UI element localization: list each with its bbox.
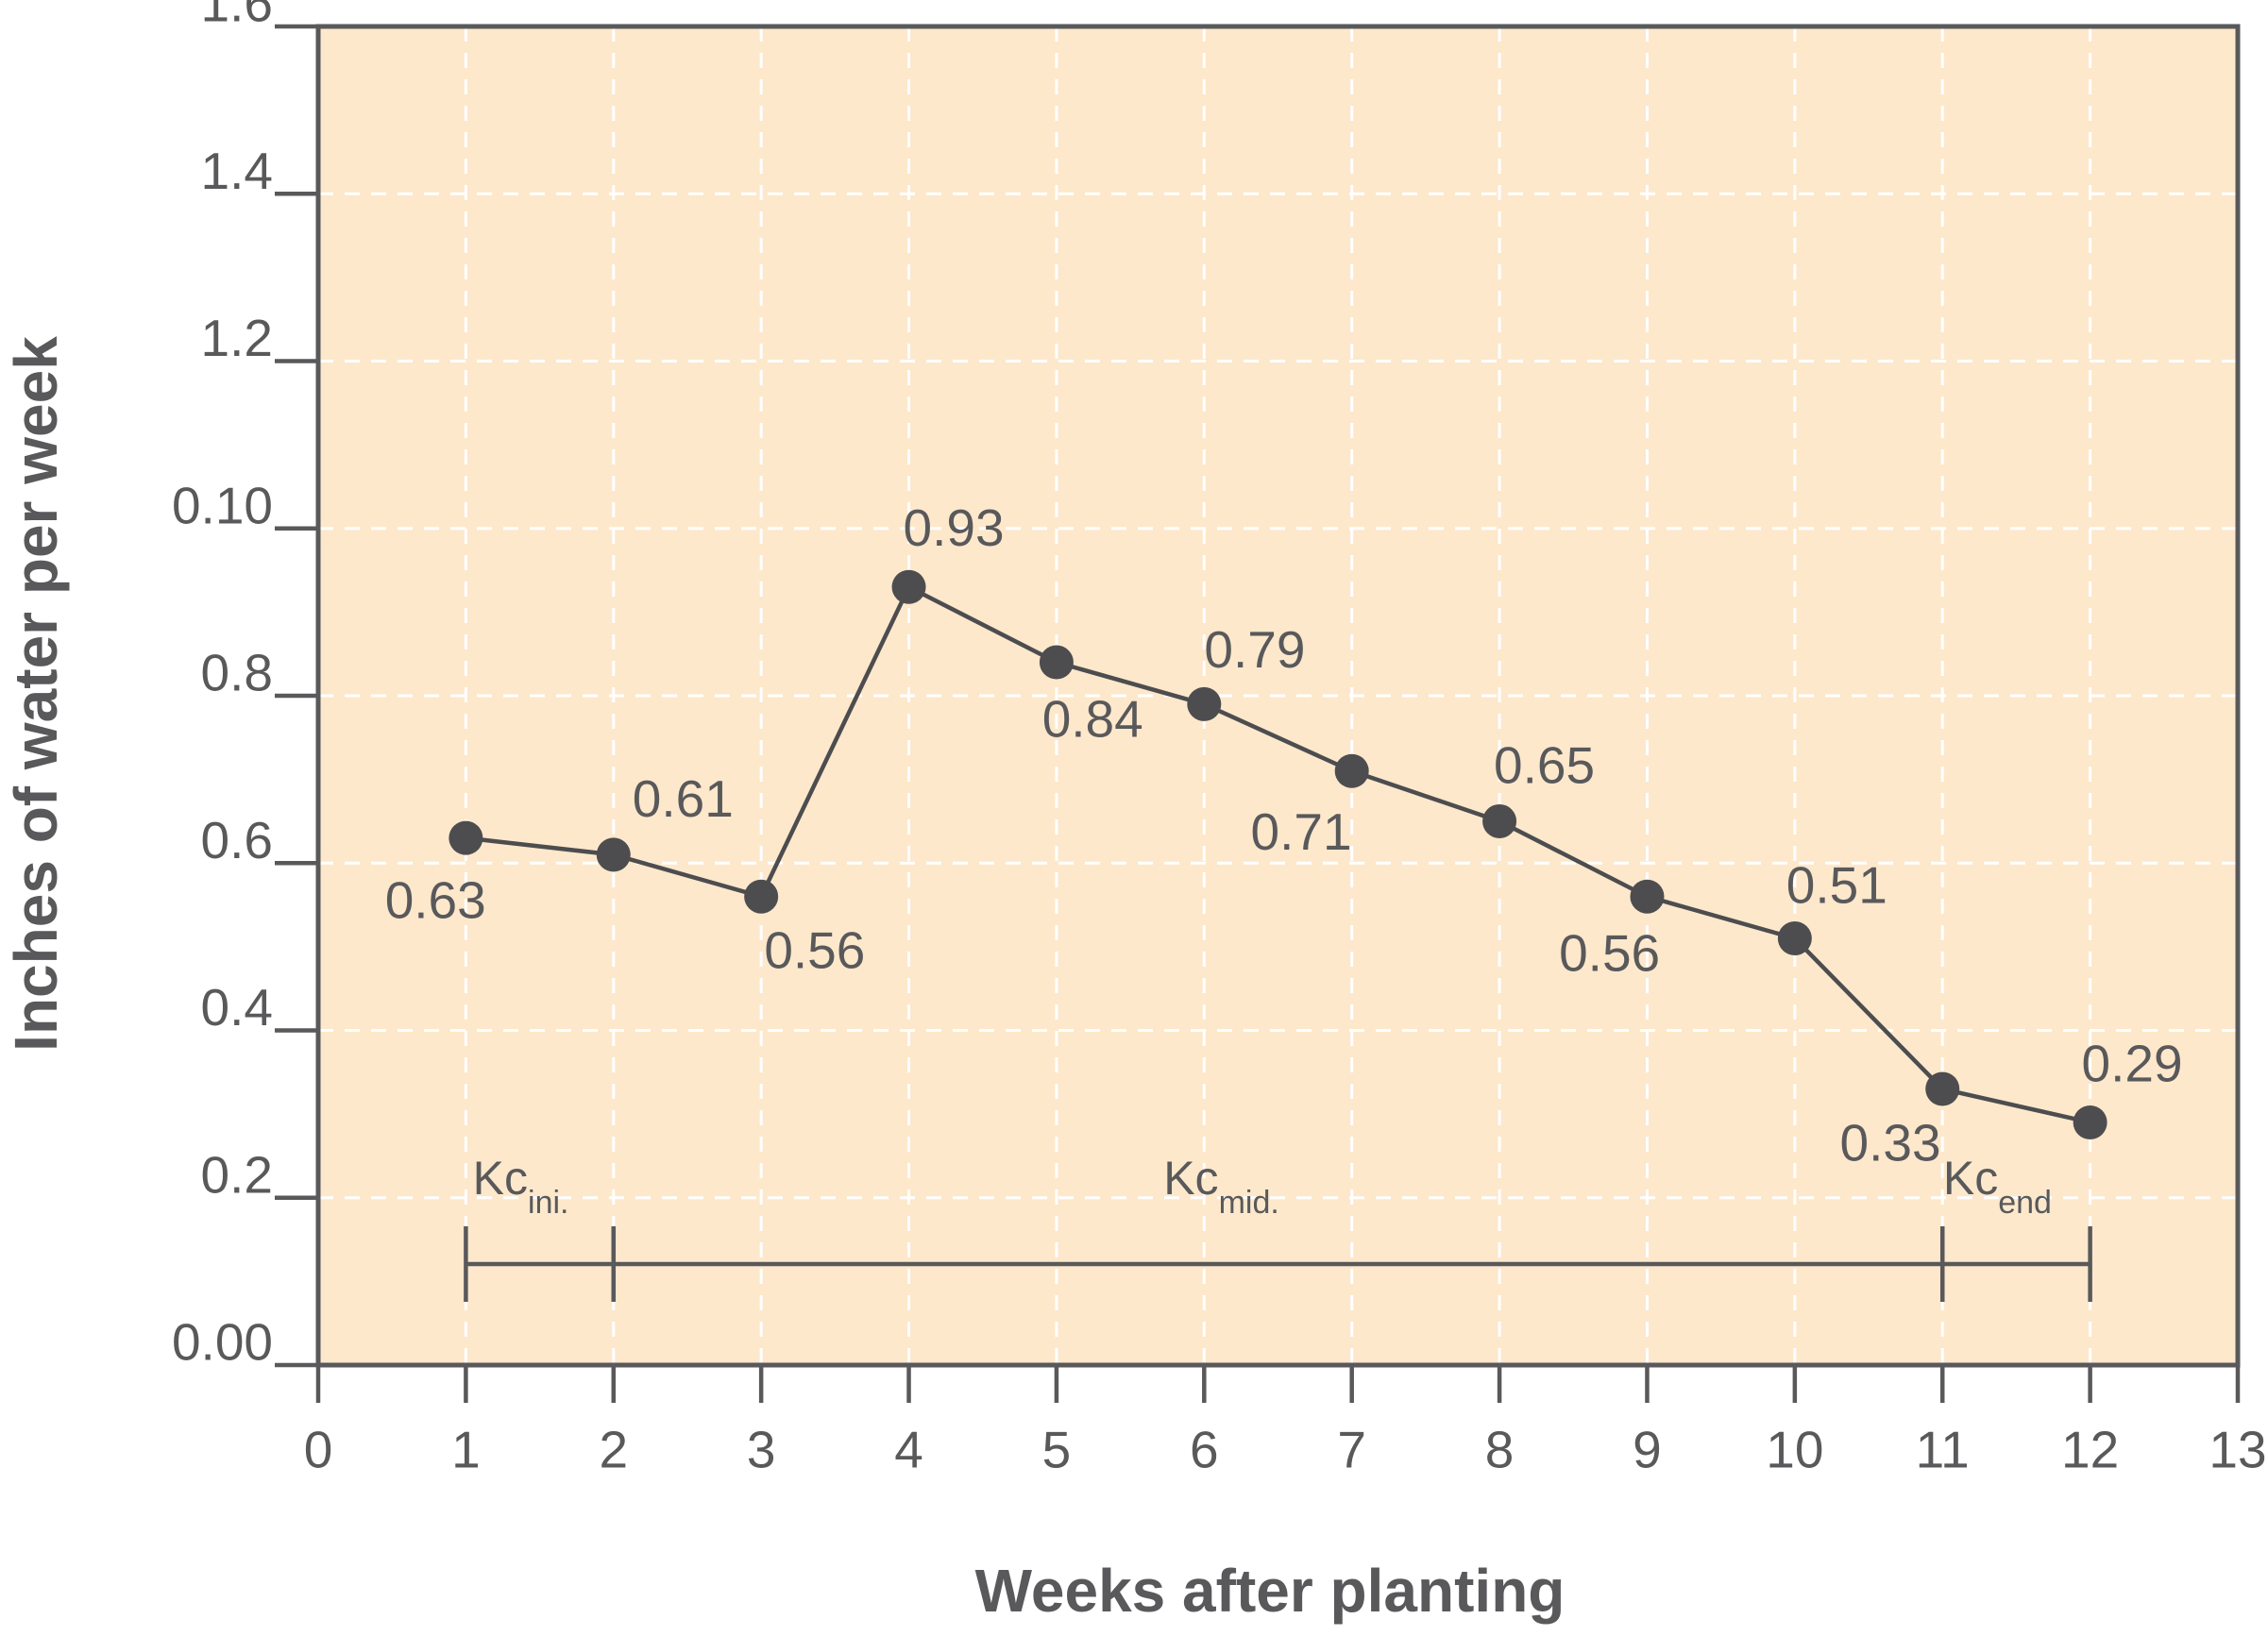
data-label: 0.65 bbox=[1494, 735, 1595, 794]
data-point bbox=[596, 837, 631, 872]
data-label: 0.93 bbox=[904, 498, 1005, 557]
y-tick-label: 0.10 bbox=[172, 476, 273, 534]
y-tick-label: 0.00 bbox=[172, 1313, 273, 1372]
stage-name: Kc bbox=[1163, 1152, 1218, 1205]
data-label: 0.63 bbox=[385, 871, 486, 930]
stage-subscript: ini. bbox=[528, 1185, 568, 1221]
stage-subscript: mid. bbox=[1219, 1185, 1279, 1221]
data-point bbox=[2073, 1105, 2107, 1139]
stage-label: Kcmid. bbox=[1163, 1152, 1279, 1221]
data-label: 0.71 bbox=[1251, 802, 1352, 861]
x-tick-label: 6 bbox=[1190, 1421, 1219, 1479]
data-point bbox=[449, 820, 483, 855]
x-tick-label: 11 bbox=[1916, 1421, 1970, 1479]
x-tick-label: 12 bbox=[2061, 1421, 2119, 1479]
x-tick-label: 5 bbox=[1042, 1421, 1072, 1479]
x-tick-label: 10 bbox=[1766, 1421, 1823, 1479]
x-tick-label: 0 bbox=[304, 1421, 333, 1479]
data-point bbox=[1925, 1071, 1960, 1106]
data-point bbox=[1777, 921, 1812, 956]
y-tick-label: 1.4 bbox=[201, 142, 273, 200]
x-tick-label: 2 bbox=[599, 1421, 628, 1479]
data-label: 0.51 bbox=[1786, 855, 1887, 914]
x-tick-label: 13 bbox=[2209, 1421, 2266, 1479]
y-tick-label: 0.8 bbox=[201, 644, 273, 702]
data-label: 0.79 bbox=[1204, 620, 1305, 679]
series-line bbox=[465, 583, 2091, 1125]
stage-name: Kc bbox=[1943, 1152, 1998, 1205]
data-label: 0.84 bbox=[1042, 689, 1143, 748]
stage-label: Kcini. bbox=[473, 1152, 569, 1221]
data-point bbox=[1187, 686, 1222, 721]
data-label: 0.56 bbox=[764, 921, 865, 980]
data-point bbox=[891, 569, 926, 604]
data-point bbox=[1482, 803, 1517, 838]
x-tick-label: 8 bbox=[1485, 1421, 1515, 1479]
plot-frame bbox=[315, 24, 2241, 1368]
y-tick-label: 1.6 bbox=[201, 0, 273, 33]
y-axis-title: Inches of water per week bbox=[2, 336, 70, 1052]
y-tick-label: 1.2 bbox=[201, 309, 273, 367]
y-tick-label: 0.6 bbox=[201, 811, 273, 869]
stage-label: Kcend bbox=[1943, 1152, 2052, 1221]
data-point bbox=[1334, 753, 1369, 788]
data-label: 0.56 bbox=[1559, 924, 1660, 983]
stage-subscript: end bbox=[1998, 1185, 2052, 1221]
x-tick-label: 1 bbox=[451, 1421, 481, 1479]
data-point bbox=[1630, 879, 1665, 914]
stage-name: Kc bbox=[473, 1152, 528, 1205]
data-label: 0.61 bbox=[633, 769, 734, 828]
data-point bbox=[1039, 645, 1074, 680]
x-tick-label: 4 bbox=[894, 1421, 923, 1479]
x-tick-label: 9 bbox=[1633, 1421, 1662, 1479]
y-tick-label: 0.4 bbox=[201, 978, 273, 1037]
x-tick-label: 3 bbox=[747, 1421, 776, 1479]
y-tick-label: 0.2 bbox=[201, 1145, 273, 1204]
data-point bbox=[744, 879, 779, 914]
data-label: 0.33 bbox=[1840, 1113, 1941, 1172]
x-tick-label: 7 bbox=[1337, 1421, 1366, 1479]
x-axis-title: Weeks after planting bbox=[975, 1557, 1566, 1625]
data-label: 0.29 bbox=[2082, 1034, 2183, 1092]
